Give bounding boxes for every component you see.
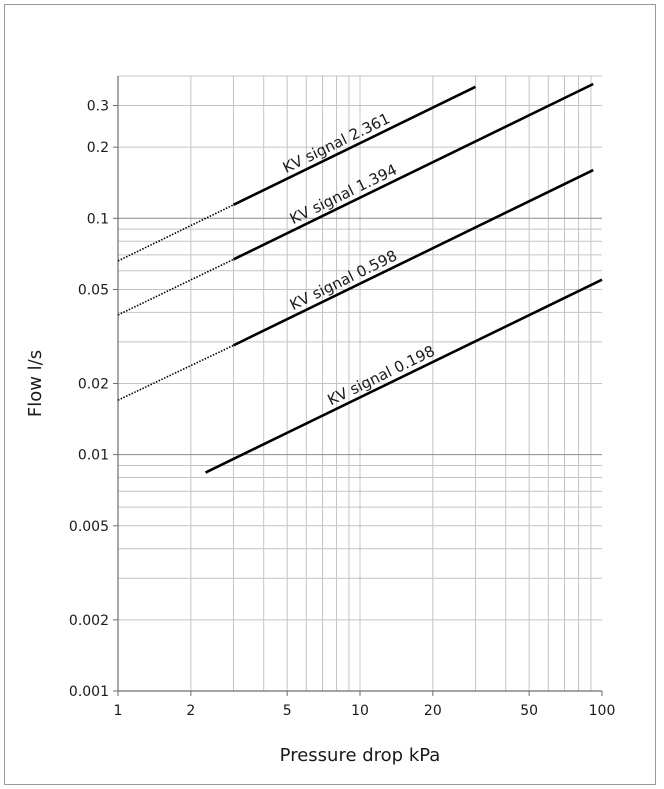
x-tick-label: 100 bbox=[589, 703, 616, 719]
series-3-solid-line bbox=[232, 168, 594, 347]
x-axis-title: Pressure drop kPa bbox=[280, 745, 441, 766]
series-2-solid-line bbox=[232, 82, 594, 261]
y-tick-label: 0.001 bbox=[69, 684, 109, 700]
series-2-dotted-segment bbox=[117, 258, 234, 316]
chart-frame: 1 2 5 10 20 50 100 0.001 0.002 0.005 0.01 0.02 0.05 0… bbox=[4, 4, 656, 785]
series-1-solid-line bbox=[232, 85, 477, 207]
flow-chart: 1 2 5 10 20 50 100 0.001 0.002 0.005 0.01 0.02 0.05 0… bbox=[25, 75, 615, 766]
y-tick-label: 0.01 bbox=[78, 448, 109, 464]
y-tick-label: 0.02 bbox=[78, 377, 109, 393]
y-tick-label: 0.3 bbox=[87, 99, 109, 115]
axes: 1 2 5 10 20 50 100 0.001 0.002 0.005 0.01 0.02 0.05 0… bbox=[69, 76, 615, 719]
y-tick-label: 0.005 bbox=[69, 519, 109, 535]
series-lines bbox=[117, 82, 603, 474]
x-tick-label: 10 bbox=[351, 703, 369, 719]
series-3-dotted-segment bbox=[117, 344, 234, 401]
y-tick-label: 0.05 bbox=[78, 282, 109, 298]
grid bbox=[118, 75, 602, 691]
x-tick-label: 1 bbox=[114, 703, 123, 719]
x-tick-label: 20 bbox=[424, 703, 442, 719]
series-3-label: KV signal 0.598 bbox=[287, 247, 400, 314]
x-tick-label: 2 bbox=[186, 703, 195, 719]
series-4-label: KV signal 0.198 bbox=[325, 342, 438, 409]
y-axis-title: Flow l/s bbox=[25, 350, 46, 417]
y-tick-label: 0.002 bbox=[69, 613, 109, 629]
x-tick-label: 5 bbox=[283, 703, 292, 719]
x-tick-label: 50 bbox=[520, 703, 538, 719]
series-4-solid-line bbox=[204, 278, 603, 474]
series-1-dotted-segment bbox=[117, 204, 234, 262]
y-tick-label: 0.1 bbox=[87, 211, 109, 227]
y-tick-label: 0.2 bbox=[87, 140, 109, 156]
